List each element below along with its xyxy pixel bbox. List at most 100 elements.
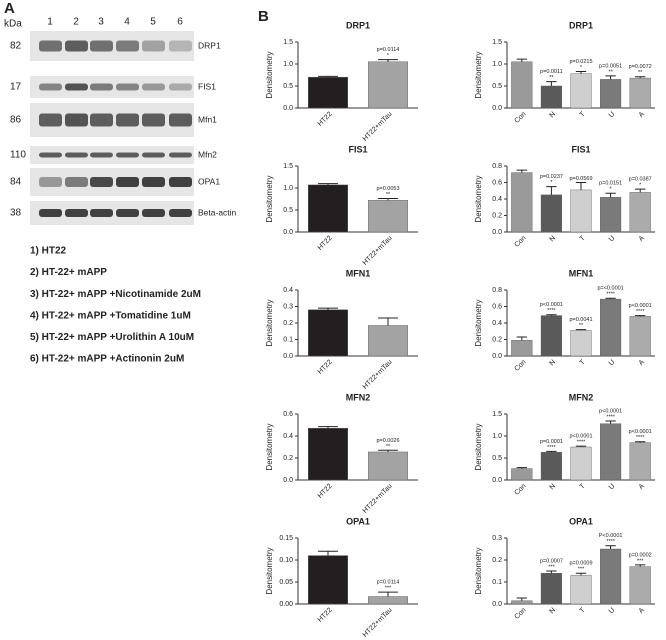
error-bar bbox=[546, 570, 557, 574]
x-tick-label: T bbox=[579, 606, 587, 614]
significance-stars: * bbox=[610, 187, 613, 193]
y-tick-label: 0.05 bbox=[279, 579, 293, 586]
bar bbox=[368, 61, 409, 109]
error-bar bbox=[516, 169, 527, 173]
error-bar bbox=[516, 597, 527, 601]
significance-stars: * bbox=[639, 183, 642, 189]
significance-stars: **** bbox=[606, 414, 615, 420]
y-tick-label: 0.0 bbox=[283, 353, 293, 360]
y-tick-label: 0.5 bbox=[492, 455, 502, 462]
y-tick-label: 1.5 bbox=[283, 39, 293, 46]
bar bbox=[368, 451, 409, 481]
legend-item: 1) HT22 bbox=[30, 246, 67, 257]
error-bar bbox=[575, 445, 587, 447]
x-tick-label: U bbox=[608, 235, 617, 244]
y-tick-label: 0.3 bbox=[492, 535, 502, 542]
bar bbox=[308, 555, 349, 605]
p-value: p<0.0001 bbox=[569, 434, 592, 440]
blot-band bbox=[39, 113, 62, 127]
y-tick-label: 0.5 bbox=[283, 83, 293, 90]
y-tick-label: 1.5 bbox=[283, 163, 293, 170]
bar bbox=[511, 340, 533, 357]
p-value: p=0.0215 bbox=[569, 59, 592, 65]
bar bbox=[570, 73, 592, 109]
kda-label: 38 bbox=[10, 208, 22, 219]
y-tick-label: 0.1 bbox=[492, 579, 502, 586]
y-tick-label: 0.8 bbox=[492, 287, 502, 294]
bar bbox=[368, 596, 409, 605]
x-tick-label: HT22 bbox=[317, 359, 334, 376]
blot-band bbox=[65, 152, 88, 158]
p-value: p=0.0053 bbox=[376, 186, 399, 192]
y-tick-label: 0.2 bbox=[283, 455, 293, 462]
protein-label: DRP1 bbox=[198, 40, 221, 50]
legend-item: 6) HT-22+ mAPP +Actinonin 2uM bbox=[30, 354, 184, 365]
significance-stars: ** bbox=[386, 444, 391, 450]
y-tick-label: 1.0 bbox=[492, 433, 502, 440]
bar bbox=[511, 61, 533, 109]
bar bbox=[308, 428, 349, 481]
chart-title: MFN1 bbox=[346, 268, 371, 278]
p-value: p<0.0001 bbox=[629, 429, 652, 435]
blot-band bbox=[39, 152, 62, 158]
x-tick-label: HT22 bbox=[317, 483, 334, 500]
bar bbox=[308, 309, 349, 357]
y-axis-label: Densitometry bbox=[474, 175, 483, 222]
significance-stars: *** bbox=[548, 564, 555, 570]
p-value: p=0.0237 bbox=[540, 174, 563, 180]
lane-label: 1 bbox=[47, 17, 53, 28]
significance-stars: *** bbox=[637, 558, 644, 564]
legend-item: 5) HT-22+ mAPP +Urolithin A 10uM bbox=[30, 332, 194, 343]
chart-title: FIS1 bbox=[571, 144, 590, 154]
y-tick-label: 0.6 bbox=[492, 303, 502, 310]
error-bar bbox=[575, 70, 587, 74]
significance-stars: **** bbox=[636, 309, 645, 315]
significance-stars: * bbox=[580, 65, 583, 71]
significance-stars: **** bbox=[606, 292, 615, 298]
error-bar bbox=[378, 59, 398, 62]
significance-stars: * bbox=[387, 53, 390, 59]
kda-label: 84 bbox=[10, 177, 22, 188]
legend-item: 3) HT-22+ mAPP +Nicotinamide 2uM bbox=[30, 289, 201, 300]
y-axis-label: Densitometry bbox=[265, 423, 274, 470]
x-tick-label: Con bbox=[513, 235, 527, 249]
y-tick-label: 0.4 bbox=[492, 196, 502, 203]
error-bar bbox=[318, 183, 338, 185]
p-value: p=0.0072 bbox=[629, 64, 652, 70]
p-value: p=0.0011 bbox=[540, 69, 563, 75]
y-tick-label: 0.0 bbox=[283, 105, 293, 112]
chart-title: FIS1 bbox=[348, 144, 367, 154]
blot-band bbox=[116, 177, 139, 187]
p-value: p=0.0009 bbox=[569, 561, 592, 567]
y-tick-label: 0.2 bbox=[492, 336, 502, 343]
bar bbox=[629, 192, 651, 233]
y-tick-label: 1.5 bbox=[492, 39, 502, 46]
x-tick-label: T bbox=[579, 234, 587, 242]
error-bar bbox=[546, 186, 557, 195]
blot-band bbox=[116, 40, 139, 52]
x-tick-label: A bbox=[638, 235, 646, 243]
x-tick-label: A bbox=[638, 111, 646, 119]
kda-label: 86 bbox=[10, 115, 22, 126]
y-tick-label: 0.4 bbox=[492, 320, 502, 327]
error-bar bbox=[575, 182, 587, 190]
x-tick-label: U bbox=[608, 111, 617, 120]
blot-band bbox=[90, 40, 113, 52]
x-tick-label: HT22+mTau bbox=[362, 235, 394, 267]
x-tick-label: U bbox=[608, 359, 617, 368]
y-tick-label: 1.0 bbox=[283, 185, 293, 192]
significance-stars: ** bbox=[638, 70, 643, 76]
blot-band bbox=[142, 177, 165, 187]
significance-stars: ** bbox=[608, 69, 613, 75]
bar bbox=[600, 197, 622, 233]
blot-band bbox=[116, 83, 139, 91]
y-tick-label: 0.2 bbox=[492, 212, 502, 219]
y-tick-label: 0.4 bbox=[283, 287, 293, 294]
bar bbox=[540, 85, 562, 109]
p-value: p=0.0041 bbox=[569, 317, 592, 323]
significance-stars: **** bbox=[606, 539, 615, 545]
x-tick-label: HT22 bbox=[317, 235, 334, 252]
p-value: P<0.0001 bbox=[599, 533, 623, 539]
blot-band bbox=[142, 113, 165, 127]
p-value: p=0.0151 bbox=[599, 181, 622, 187]
